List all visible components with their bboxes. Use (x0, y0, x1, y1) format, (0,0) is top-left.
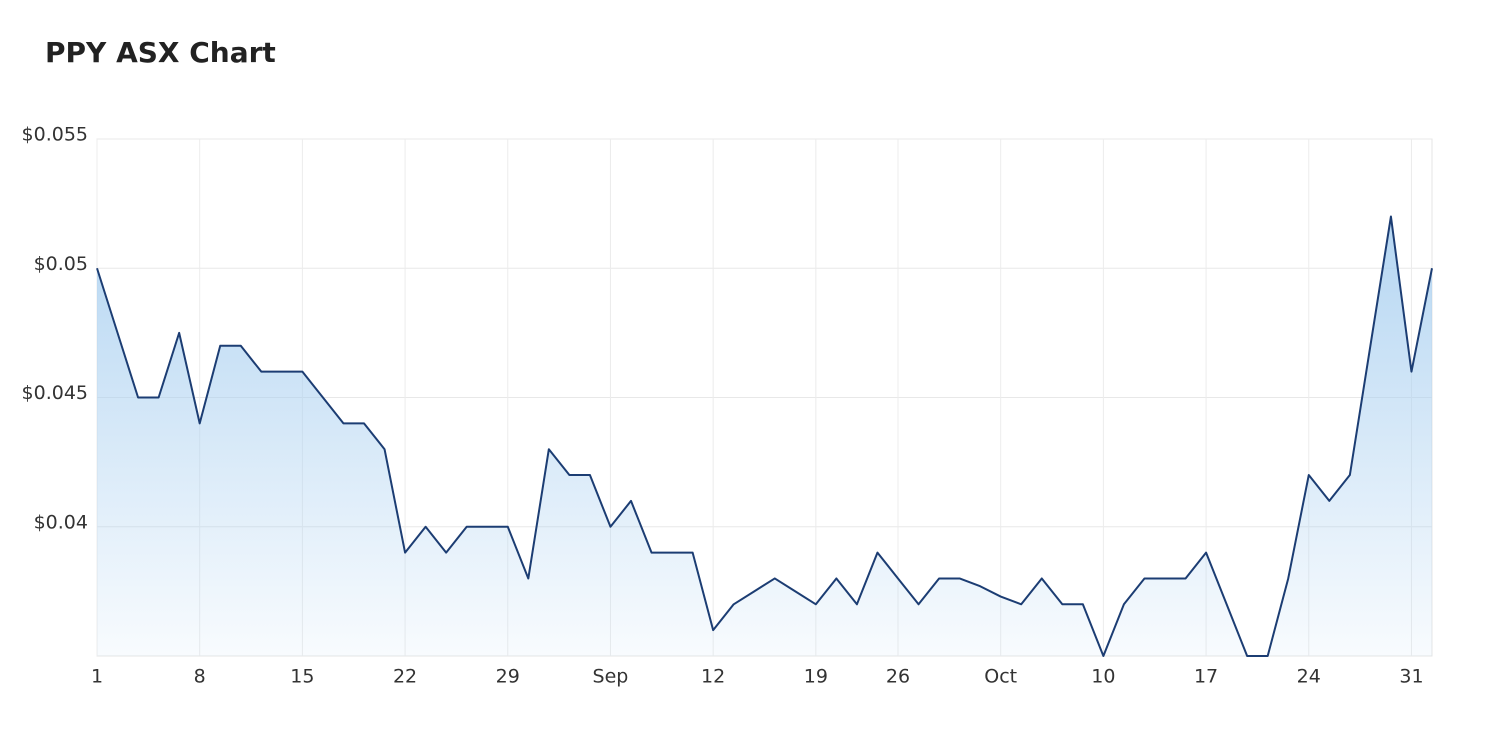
x-tick-label: 15 (290, 666, 314, 688)
x-tick-label: 24 (1297, 666, 1321, 688)
y-tick-label: $0.04 (34, 511, 88, 533)
x-tick-label: 10 (1091, 666, 1115, 688)
x-tick-label: 12 (701, 666, 725, 688)
x-tick-label: Oct (984, 666, 1017, 688)
chart-title: PPY ASX Chart (45, 36, 276, 69)
x-tick-label: 26 (886, 666, 910, 688)
x-tick-label: 31 (1399, 666, 1423, 688)
x-tick-label: 22 (393, 666, 417, 688)
x-tick-label: 19 (804, 666, 828, 688)
y-tick-label: $0.055 (22, 124, 88, 146)
x-tick-label: Sep (593, 666, 629, 688)
y-tick-label: $0.045 (22, 382, 88, 404)
area-fill (97, 216, 1432, 657)
x-tick-label: 1 (91, 666, 103, 688)
x-tick-label: 8 (194, 666, 206, 688)
y-tick-label: $0.05 (34, 253, 88, 275)
x-tick-label: 29 (496, 666, 520, 688)
x-tick-label: 17 (1194, 666, 1218, 688)
price-line (96, 215, 1433, 657)
